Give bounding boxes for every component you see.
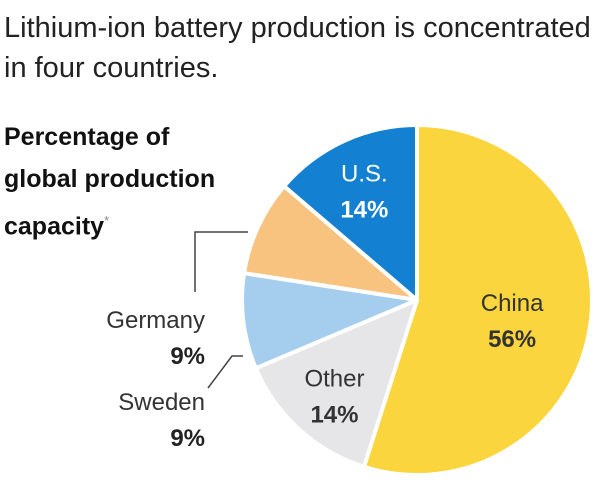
slice-value-sweden: 9% — [170, 425, 205, 452]
slice-value-other: 14% — [310, 402, 358, 429]
slice-value-u-s: 14% — [340, 197, 388, 224]
chart-title: Lithium-ion battery production is concen… — [4, 12, 591, 84]
subtitle-text: Percentage of global production capacity — [4, 123, 216, 241]
slice-name-other: Other — [304, 366, 364, 393]
pie-slice-china — [361, 123, 595, 477]
chart-subtitle: Percentage of global production capacity… — [4, 116, 234, 247]
slice-name-china: China — [481, 290, 544, 317]
pie-slice-other — [253, 298, 419, 469]
slice-name-germany: Germany — [106, 307, 205, 334]
slice-labels: China 56% Other 14% Sweden 9% Germany 9% U.S. 14% — [106, 161, 544, 452]
slice-value-germany: 9% — [170, 343, 205, 370]
slice-name-sweden: Sweden — [118, 389, 205, 416]
pie-slice-u-s — [282, 123, 419, 302]
pie-slices — [240, 123, 595, 477]
leader-line-sweden — [207, 355, 243, 389]
footnote-mark: * — [104, 213, 110, 228]
leader-lines — [194, 231, 248, 389]
slice-value-china: 56% — [488, 326, 536, 353]
leader-line-germany — [194, 231, 248, 292]
slice-name-u-s: U.S. — [341, 161, 388, 188]
